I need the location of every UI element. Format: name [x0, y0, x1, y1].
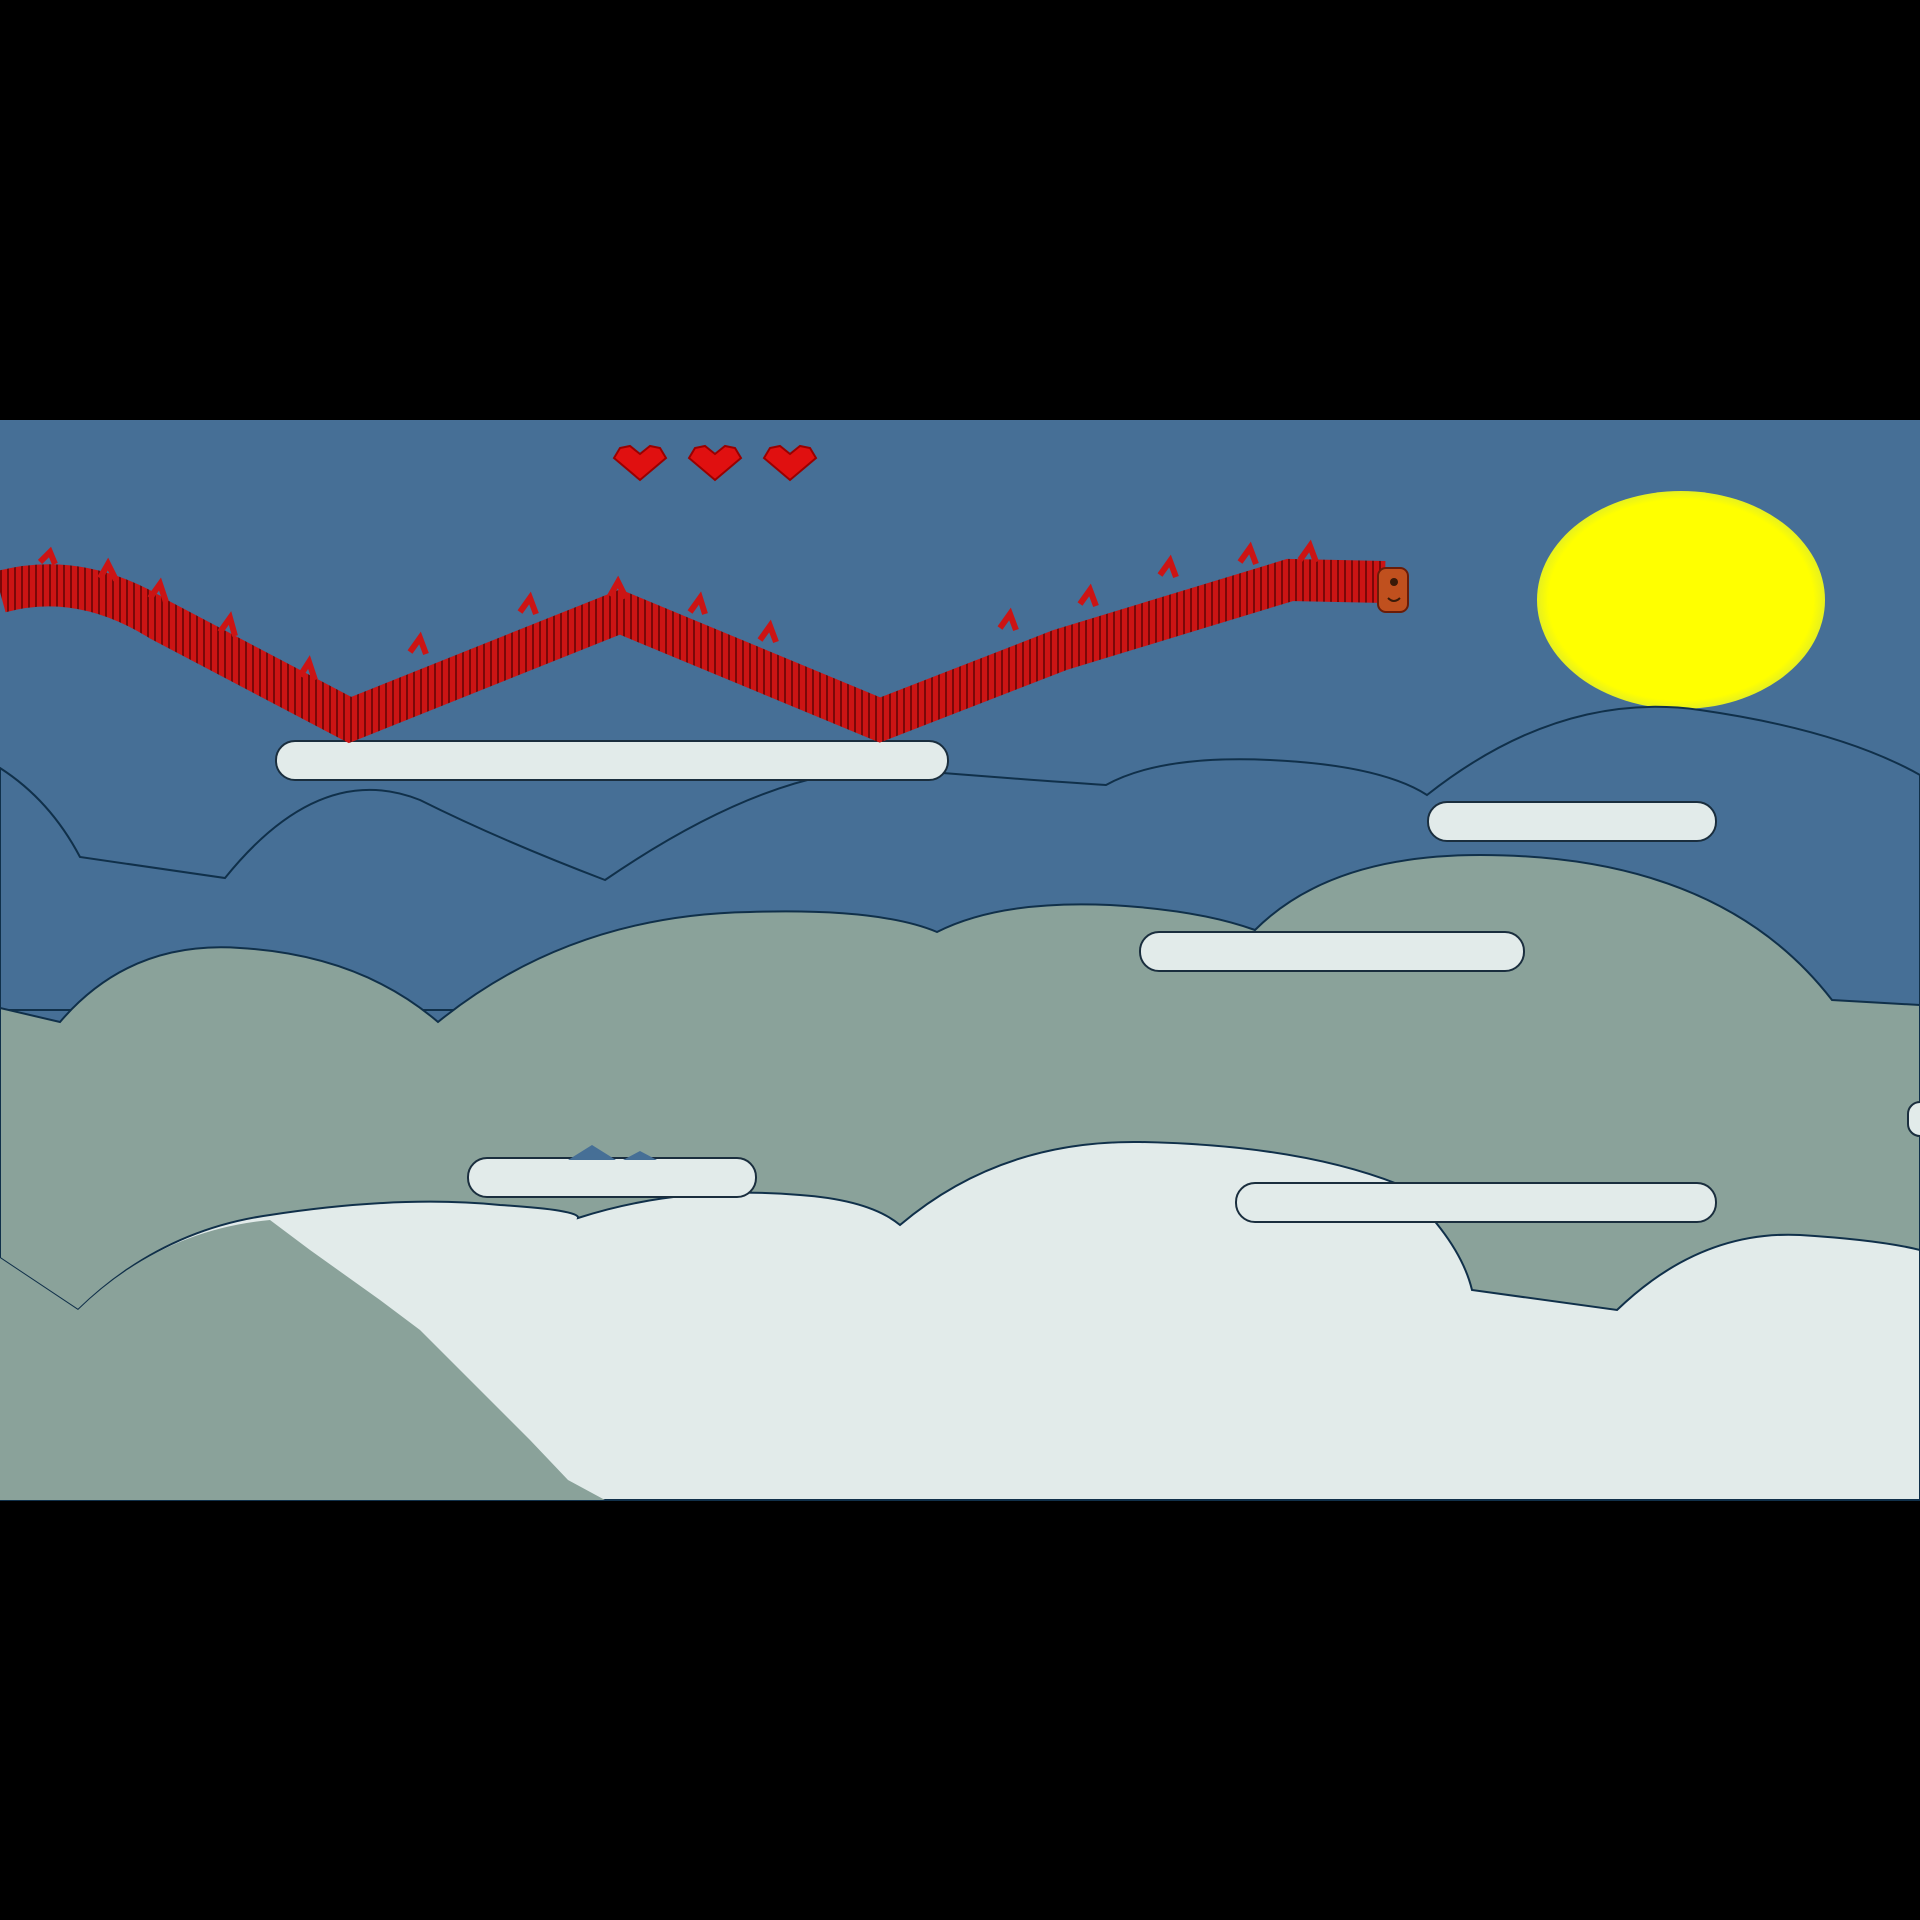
letterbox-top — [0, 0, 1920, 420]
cloud-platform — [276, 741, 948, 780]
cloud-platform — [1428, 802, 1716, 841]
cloud-platform — [1140, 932, 1524, 971]
cloud-platform — [1236, 1183, 1716, 1222]
cloud-platform-edge — [1908, 1102, 1920, 1136]
dragon-head — [1378, 568, 1408, 612]
letterbox-bottom — [0, 1500, 1920, 1920]
sun — [1537, 491, 1825, 709]
